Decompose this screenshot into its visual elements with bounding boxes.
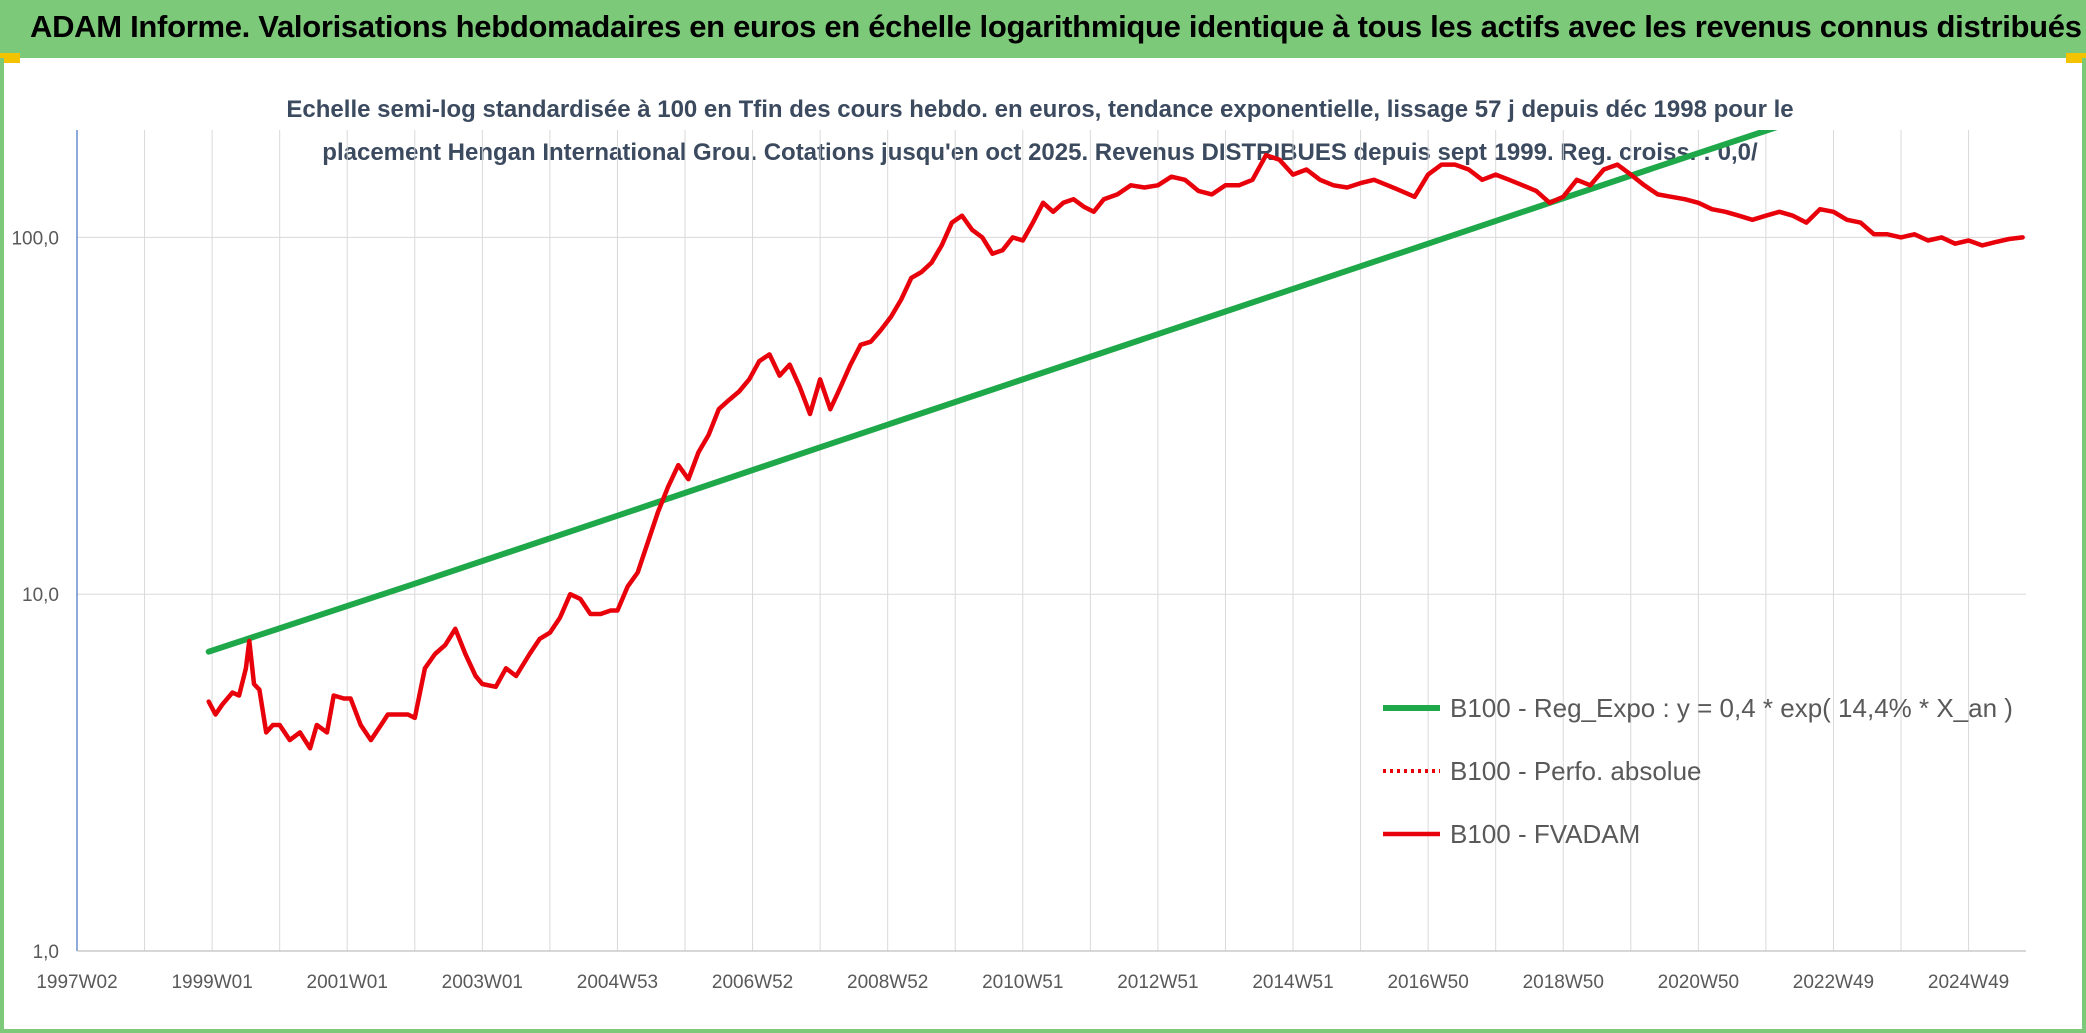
report-title: ADAM Informe. Valorisations hebdomadaire…: [30, 9, 2082, 44]
corner-mark-right: [2066, 53, 2086, 63]
frame-edge-bottom: [0, 1029, 2086, 1033]
frame-edge-left: [0, 58, 4, 1033]
frame-edge-right: [2082, 58, 2086, 1033]
report-header-bar: ADAM Informe. Valorisations hebdomadaire…: [0, 0, 2086, 58]
chart-title: Echelle semi-log standardisée à 100 en T…: [286, 96, 1794, 166]
corner-mark-left: [0, 53, 20, 63]
